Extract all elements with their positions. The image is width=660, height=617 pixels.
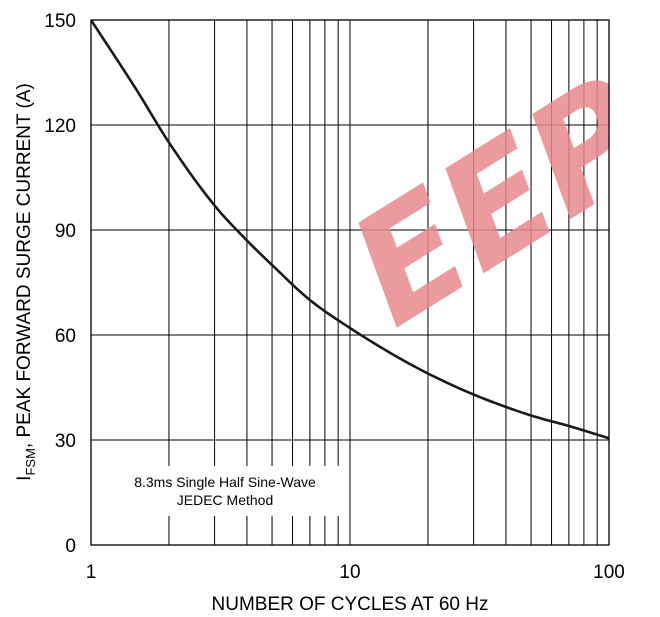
y-tick-label: 30 bbox=[55, 431, 76, 452]
annotation-line-1: 8.3ms Single Half Sine-Wave bbox=[134, 474, 316, 490]
y-tick-label: 120 bbox=[44, 116, 76, 137]
annotation-box: 8.3ms Single Half Sine-Wave JEDEC Method bbox=[104, 466, 346, 516]
y-axis-title-main: I bbox=[14, 476, 35, 481]
y-axis-title: IFSM, PEAK FORWARD SURGE CURRENT (A) bbox=[14, 83, 38, 481]
watermark-text: EEPW bbox=[336, 0, 660, 369]
tick-labels: 0 30 60 90 120 150 1 10 100 bbox=[44, 11, 625, 583]
series-layer bbox=[91, 20, 609, 440]
y-tick-label: 150 bbox=[44, 11, 76, 32]
y-axis-title-subscript: FSM bbox=[23, 448, 38, 475]
x-tick-label: 10 bbox=[339, 562, 360, 583]
x-tick-label: 1 bbox=[86, 562, 97, 583]
grid-lines bbox=[90, 19, 610, 546]
x-tick-label: 100 bbox=[593, 562, 625, 583]
y-tick-label: 0 bbox=[65, 536, 76, 557]
y-tick-label: 90 bbox=[55, 221, 76, 242]
y-tick-label: 60 bbox=[55, 326, 76, 347]
y-axis-title-rest: , PEAK FORWARD SURGE CURRENT (A) bbox=[14, 83, 35, 448]
annotation-line-2: JEDEC Method bbox=[177, 492, 273, 508]
x-axis-title: NUMBER OF CYCLES AT 60 Hz bbox=[212, 594, 489, 615]
plot-frame bbox=[90, 19, 610, 546]
series-line-0 bbox=[91, 20, 609, 440]
watermark-logo: EEPW bbox=[336, 0, 660, 369]
